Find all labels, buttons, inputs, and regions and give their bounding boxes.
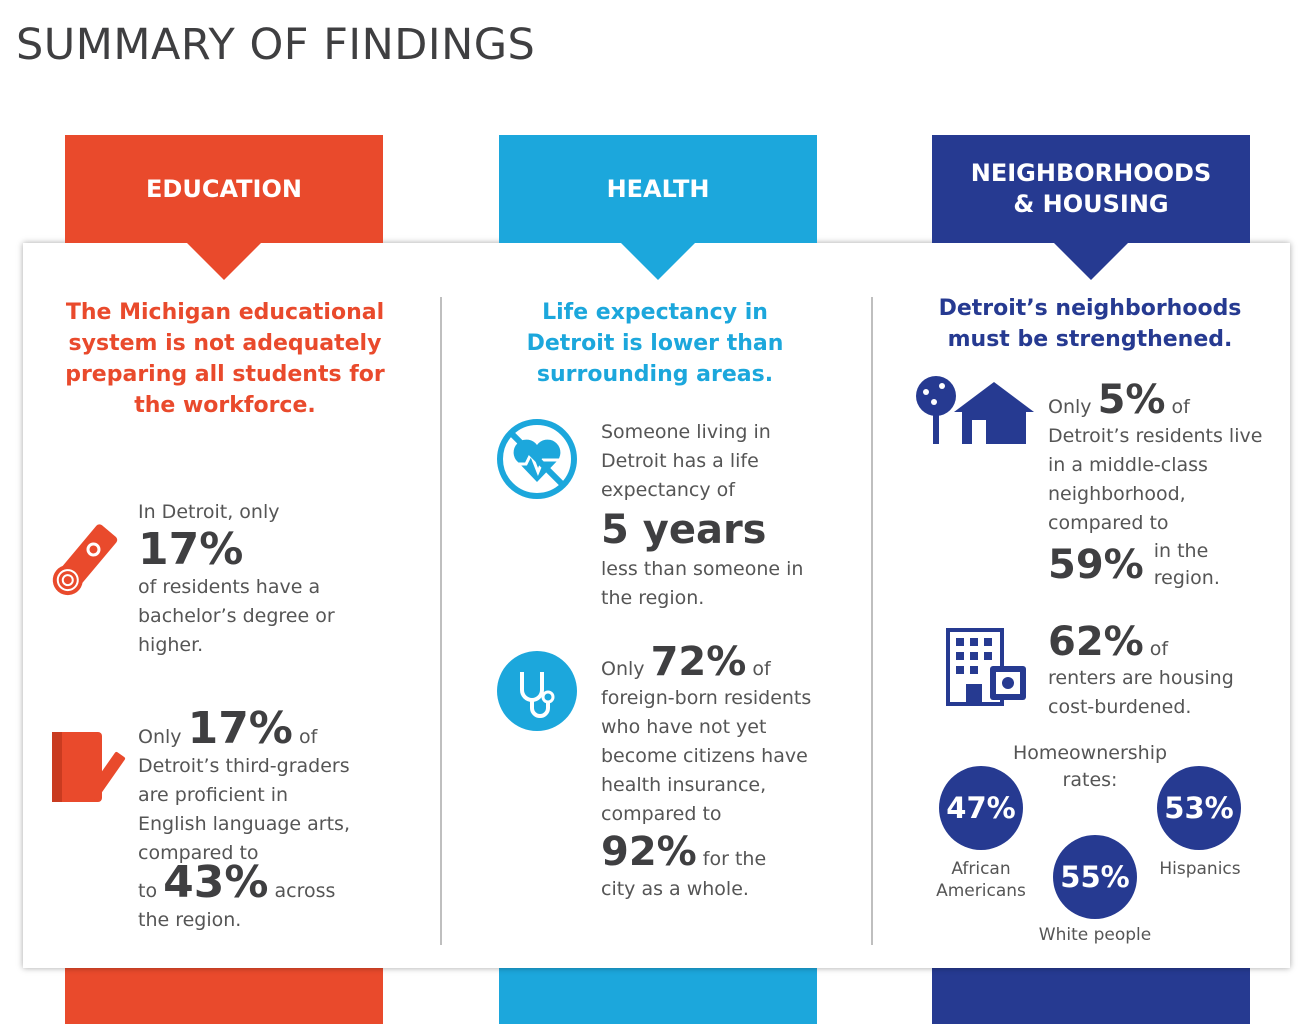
diploma-icon xyxy=(52,524,118,596)
housing-stat1-post2: region. xyxy=(1153,567,1220,589)
housing-label-line1: NEIGHBORHOODS xyxy=(970,159,1212,187)
housing-label-line2: & HOUSING xyxy=(1013,190,1169,218)
health-stat2-end: city as a whole. xyxy=(601,878,749,900)
health-stat2-pre: Only xyxy=(601,658,645,680)
housing-stat1: Only 5% of Detroit’s residents live in a… xyxy=(1048,378,1268,592)
health-headline: Life expectancy in Detroit is lower than… xyxy=(526,300,784,387)
education-stat2-pre: Only xyxy=(138,726,182,748)
homeownership-label-african-americans: African Americans xyxy=(916,858,1046,902)
housing-stat2-value: 62% xyxy=(1048,619,1144,665)
housing-notch xyxy=(1053,242,1129,280)
housing-stat1-value: 5% xyxy=(1097,377,1166,423)
homeownership-label-line2: rates: xyxy=(1062,769,1118,791)
education-stat2: Only 17% of Detroit’s third-graders are … xyxy=(138,706,358,868)
housing-header: NEIGHBORHOODS & HOUSING xyxy=(932,135,1250,243)
housing-stat1-pre: Only xyxy=(1048,396,1092,418)
education-stat2-of: of xyxy=(298,726,318,748)
homeownership-circle-hispanics: 53% xyxy=(1157,766,1241,850)
column-divider xyxy=(440,297,442,945)
health-stat2-text: foreign-born residents who have not yet … xyxy=(601,687,812,825)
health-notch xyxy=(620,242,696,280)
housing-stat2-text: renters are housing cost-burdened. xyxy=(1048,667,1234,718)
health-stat2-value2: 92% xyxy=(601,829,697,875)
health-stat2-post: for the xyxy=(702,848,767,870)
education-stat1: In Detroit, only 17% of residents have a… xyxy=(138,498,338,660)
homeownership-label-line1: Homeownership xyxy=(1012,742,1168,764)
housing-stat2-of: of xyxy=(1149,638,1169,660)
education-notch xyxy=(186,242,262,280)
health-stat1: Someone living in Detroit has a life exp… xyxy=(601,418,811,613)
health-stat1-value: 5 years xyxy=(601,507,767,553)
housing-stat1-post1: in the xyxy=(1153,540,1209,562)
education-headline: The Michigan educational system is not a… xyxy=(65,300,385,418)
education-stat2-across: across xyxy=(274,880,336,902)
education-stat2-value: 17% xyxy=(187,703,293,754)
education-label: EDUCATION xyxy=(146,174,302,203)
housing-stat1-value2: 59% xyxy=(1048,542,1144,588)
education-stat1-pre: In Detroit, only xyxy=(138,501,280,523)
housing-stat2: 62% of renters are housing cost-burdened… xyxy=(1048,620,1268,722)
homeownership-circle-african-americans: 47% xyxy=(939,766,1023,850)
education-stat1-post: of residents have a bachelor’s degree or… xyxy=(138,576,335,656)
column-divider xyxy=(871,297,873,945)
group-label-line2: Americans xyxy=(936,881,1026,901)
homeownership-label: Homeownership rates: xyxy=(990,740,1190,794)
health-stat1-pre: Someone living in Detroit has a life exp… xyxy=(601,421,771,501)
education-stat2-compare: to 43% across the region. xyxy=(138,860,368,935)
education-header: EDUCATION xyxy=(65,135,383,243)
housing-stat1-of: of xyxy=(1171,396,1190,418)
health-stat1-post: less than someone in the region. xyxy=(601,558,804,609)
education-stat2-end: the region. xyxy=(138,909,242,931)
education-stat2-to: to xyxy=(138,880,158,902)
group-label-line1: African xyxy=(951,859,1011,879)
book-pencil-icon xyxy=(52,732,126,802)
building-money-icon xyxy=(946,628,1026,706)
health-stat2-of: of xyxy=(752,658,771,680)
homeownership-circle-white: 55% xyxy=(1053,835,1137,919)
health-label: HEALTH xyxy=(606,174,710,203)
homeownership-label-hispanics: Hispanics xyxy=(1159,859,1241,879)
heart-crossed-icon xyxy=(497,419,577,499)
education-stat2-value2: 43% xyxy=(163,857,269,908)
housing-stat1-text: Detroit’s residents live in a middle-cla… xyxy=(1048,425,1263,534)
education-stat2-text: Detroit’s third-graders are proficient i… xyxy=(138,755,350,864)
house-tree-icon xyxy=(916,376,1034,444)
stethoscope-icon xyxy=(497,651,577,731)
page-title: SUMMARY OF FINDINGS xyxy=(16,20,536,70)
health-stat2: Only 72% of foreign-born residents who h… xyxy=(601,640,816,904)
homeownership-label-white: White people xyxy=(1038,925,1152,945)
health-stat2-value: 72% xyxy=(650,639,747,685)
housing-headline: Detroit’s neighborhoods must be strength… xyxy=(938,296,1242,352)
education-stat1-value: 17% xyxy=(138,524,244,575)
health-header: HEALTH xyxy=(499,135,817,243)
